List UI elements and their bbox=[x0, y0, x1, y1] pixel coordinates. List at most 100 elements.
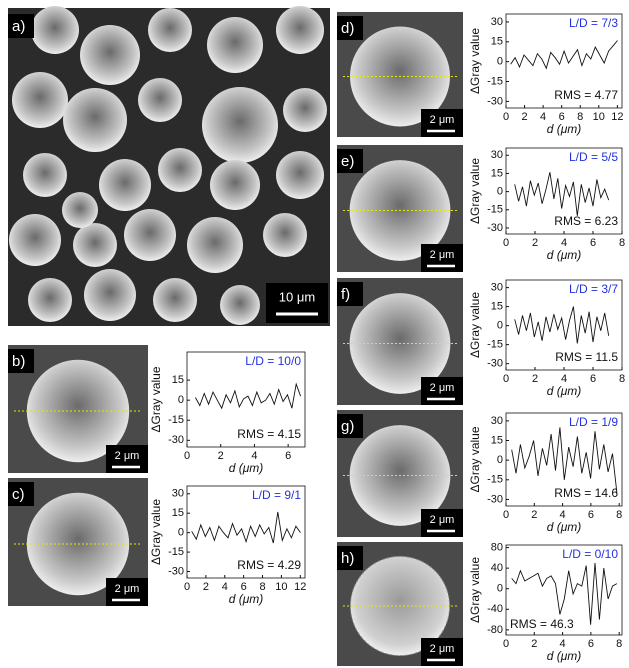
rms-label: RMS = 46.3 bbox=[510, 617, 574, 631]
x-tick-label: 4 bbox=[540, 111, 546, 123]
x-tick-label: 6 bbox=[590, 373, 596, 385]
panel-label-bg bbox=[337, 149, 363, 173]
particles bbox=[9, 6, 327, 325]
scale-bar-label: 10 μm bbox=[279, 289, 315, 304]
y-axis-label: ΔGray value bbox=[149, 366, 163, 432]
panel-label: a) bbox=[12, 18, 25, 35]
panel-label-bg bbox=[8, 14, 34, 38]
x-tick-label: 12 bbox=[611, 111, 623, 123]
x-tick-label: 8 bbox=[619, 237, 625, 249]
annotation: L/D = 10/0 bbox=[245, 354, 301, 368]
x-tick-label: 6 bbox=[285, 450, 291, 462]
scale-bar-bg bbox=[421, 109, 463, 137]
y-tick-label: -40 bbox=[487, 603, 503, 615]
x-tick-label: 2 bbox=[203, 581, 209, 593]
x-tick-label: 2 bbox=[218, 450, 224, 462]
y-tick-label: 15 bbox=[491, 434, 503, 446]
rms-label: RMS = 4.77 bbox=[554, 88, 618, 102]
plot-frame bbox=[505, 13, 623, 109]
x-tick-label: 6 bbox=[241, 581, 247, 593]
profile-line bbox=[191, 511, 301, 544]
x-axis-label: d (μm) bbox=[547, 649, 582, 663]
y-tick-label: 40 bbox=[491, 562, 503, 574]
x-tick-label: 4 bbox=[251, 450, 257, 462]
panel-label: c) bbox=[12, 486, 25, 503]
y-axis-label: ΔGray value bbox=[468, 292, 482, 358]
y-tick-label: -80 bbox=[487, 624, 503, 636]
y-axis-label: ΔGray value bbox=[468, 426, 482, 492]
x-tick-label: 6 bbox=[588, 509, 594, 521]
profile-line bbox=[514, 306, 610, 344]
x-tick-label: 4 bbox=[560, 638, 566, 650]
y-tick-label: -15 bbox=[487, 474, 503, 486]
y-tick-label: 30 bbox=[172, 488, 184, 500]
panel-label-bg bbox=[337, 546, 363, 570]
annotation: L/D = 0/10 bbox=[562, 547, 618, 561]
panel-label: e) bbox=[341, 153, 354, 170]
x-tick-label: 6 bbox=[590, 237, 596, 249]
panel-label-bg bbox=[337, 16, 363, 40]
panel-label: h) bbox=[341, 550, 354, 567]
y-tick-label: 15 bbox=[172, 374, 184, 386]
scale-bar-bg bbox=[421, 509, 463, 537]
y-tick-label: 30 bbox=[491, 149, 503, 161]
scale-bar-bg bbox=[266, 283, 328, 323]
scale-bar-bg bbox=[106, 578, 148, 606]
y-tick-label: -30 bbox=[168, 565, 184, 577]
y-tick-label: -30 bbox=[168, 434, 184, 446]
x-tick-label: 0 bbox=[184, 581, 190, 593]
y-tick-label: 15 bbox=[491, 301, 503, 313]
x-tick-label: 4 bbox=[560, 509, 566, 521]
x-tick-label: 8 bbox=[259, 581, 265, 593]
x-tick-label: 2 bbox=[521, 111, 527, 123]
panel-label-bg bbox=[337, 282, 363, 306]
y-tick-label: 0 bbox=[497, 186, 503, 198]
y-tick-label: -15 bbox=[168, 546, 184, 558]
overview-panel: a) 10 μm bbox=[8, 6, 330, 326]
x-tick-label: 8 bbox=[577, 111, 583, 123]
x-tick-label: 2 bbox=[532, 373, 538, 385]
y-axis-label: ΔGray value bbox=[468, 28, 482, 94]
x-tick-label: 8 bbox=[616, 638, 622, 650]
x-tick-label: 6 bbox=[588, 638, 594, 650]
y-tick-label: 80 bbox=[491, 541, 503, 553]
profile-line bbox=[514, 172, 610, 216]
scale-bar-label: 2 μm bbox=[430, 514, 455, 526]
panel-label-bg bbox=[8, 349, 34, 373]
y-tick-label: -30 bbox=[487, 493, 503, 505]
x-axis-label: d (μm) bbox=[547, 122, 582, 136]
scale-bar-bg bbox=[421, 244, 463, 272]
x-tick-label: 2 bbox=[532, 237, 538, 249]
y-tick-label: 15 bbox=[491, 36, 503, 48]
rms-label: RMS = 14.6 bbox=[554, 486, 618, 500]
y-tick-label: 0 bbox=[497, 454, 503, 466]
x-tick-label: 0 bbox=[503, 373, 509, 385]
plot-frame bbox=[505, 544, 623, 636]
x-tick-label: 4 bbox=[222, 581, 228, 593]
profile-line bbox=[195, 382, 302, 410]
y-tick-label: 0 bbox=[497, 320, 503, 332]
y-tick-label: 0 bbox=[497, 583, 503, 595]
scale-bar-bg bbox=[421, 377, 463, 405]
y-axis-label: ΔGray value bbox=[149, 499, 163, 565]
y-tick-label: -30 bbox=[487, 358, 503, 370]
x-tick-label: 0 bbox=[503, 509, 509, 521]
scale-bar-label: 2 μm bbox=[115, 583, 140, 595]
x-tick-label: 4 bbox=[561, 237, 567, 249]
scale-bar-label: 2 μm bbox=[115, 450, 140, 462]
annotation: L/D = 1/9 bbox=[569, 415, 618, 429]
x-tick-label: 10 bbox=[275, 581, 287, 593]
y-tick-label: 0 bbox=[178, 394, 184, 406]
x-tick-label: 8 bbox=[619, 373, 625, 385]
rms-label: RMS = 4.15 bbox=[237, 427, 301, 441]
y-tick-label: -15 bbox=[487, 204, 503, 216]
y-tick-label: 15 bbox=[172, 507, 184, 519]
y-tick-label: 15 bbox=[491, 167, 503, 179]
plot-frame bbox=[505, 412, 623, 507]
y-tick-label: -15 bbox=[487, 75, 503, 87]
panel-label-bg bbox=[337, 414, 363, 438]
